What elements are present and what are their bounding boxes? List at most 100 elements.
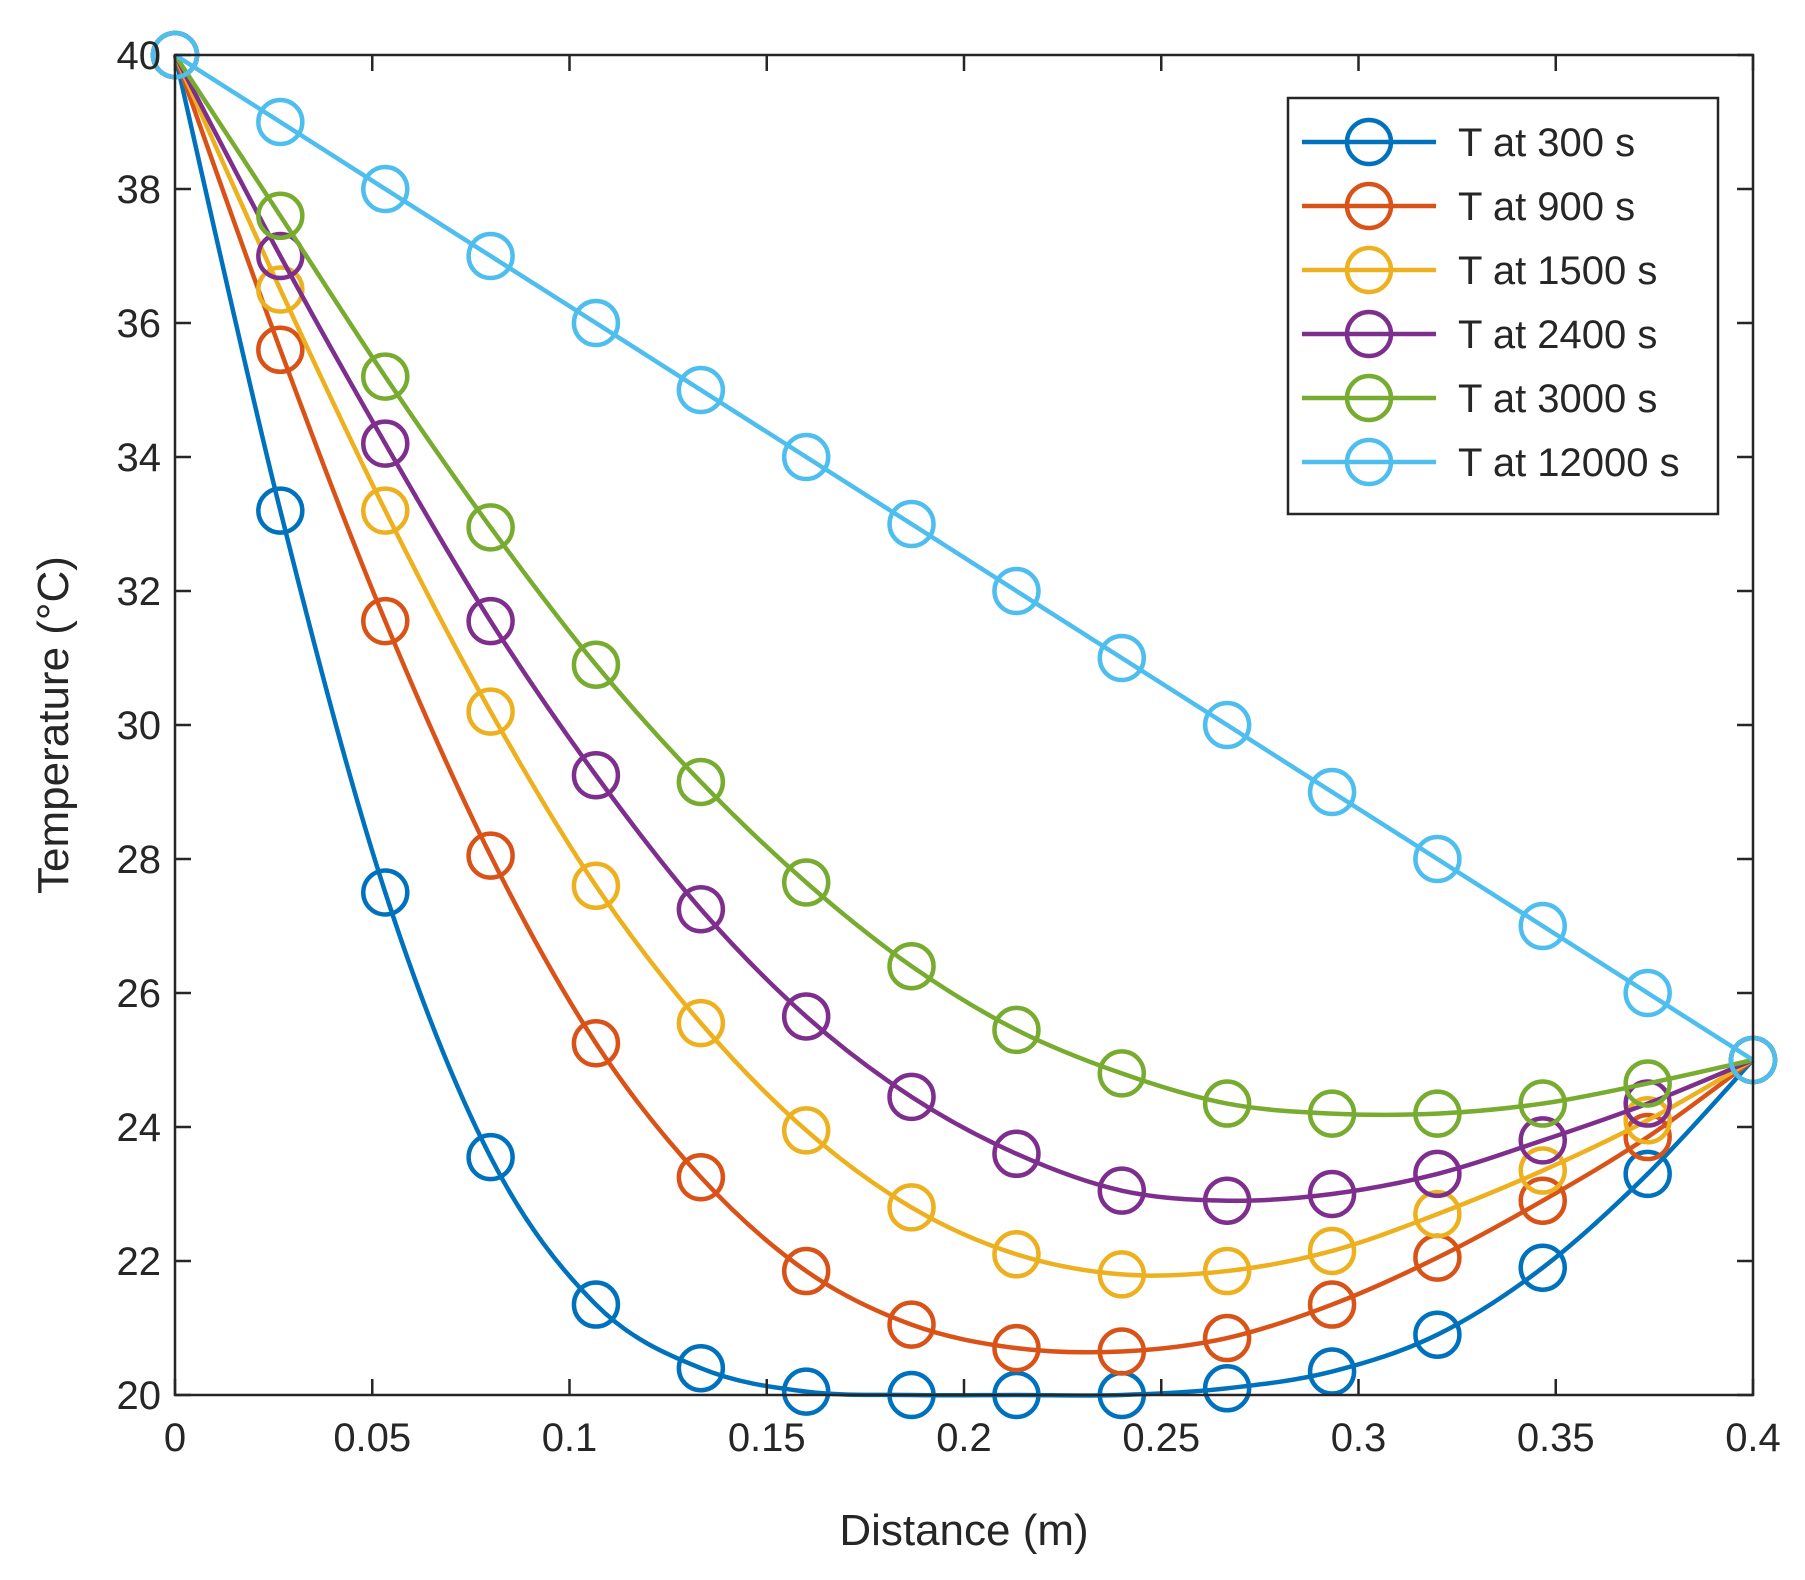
- legend-item: T at 3000 s: [1302, 373, 1657, 423]
- x-tick-label: 0.25: [1122, 1416, 1200, 1460]
- data-point: [1202, 1246, 1252, 1296]
- data-point: [361, 352, 410, 401]
- data-point: [1097, 633, 1147, 683]
- data-point: [992, 1005, 1041, 1055]
- series-3: [150, 30, 1778, 1299]
- data-point: [1413, 834, 1462, 884]
- y-tick-label: 36: [117, 302, 162, 346]
- data-point: [571, 751, 621, 800]
- data-point: [571, 1019, 621, 1068]
- legend-label: T at 12000 s: [1458, 441, 1680, 485]
- legend-label: T at 300 s: [1458, 121, 1635, 165]
- data-point: [992, 1129, 1041, 1179]
- data-point: [1518, 901, 1567, 951]
- x-tick-label: 0.1: [542, 1416, 598, 1460]
- data-point: [1097, 1327, 1147, 1376]
- x-tick-label: 0.05: [333, 1416, 411, 1460]
- data-point: [1307, 767, 1357, 817]
- y-tick-label: 34: [117, 436, 162, 480]
- legend-swatch-marker: [1344, 437, 1394, 487]
- data-point: [571, 1280, 621, 1329]
- y-tick-label: 20: [117, 1374, 162, 1418]
- data-point: [676, 885, 726, 934]
- data-point: [361, 164, 410, 214]
- series-6: [150, 30, 1778, 1085]
- data-point: [466, 687, 515, 736]
- data-point: [676, 1343, 726, 1393]
- x-tick-label: 0: [164, 1416, 186, 1460]
- data-point: [1518, 1116, 1567, 1165]
- data-point: [466, 831, 515, 880]
- data-point: [256, 97, 305, 147]
- legend-label: T at 900 s: [1458, 185, 1635, 229]
- data-point: [256, 191, 305, 241]
- data-point: [1518, 1079, 1567, 1128]
- ticks-layer: 0 0.05 0.1 0.15 0.2 0.25 0.3 0.35 0.4 20 22 24 26 28 3…: [117, 34, 1781, 1460]
- data-point: [571, 298, 621, 348]
- y-tick-label: 32: [117, 570, 162, 614]
- legend-item: T at 1500 s: [1302, 245, 1657, 295]
- data-point: [1623, 1059, 1672, 1108]
- legend-swatch-marker: [1344, 117, 1394, 167]
- data-point: [781, 432, 831, 482]
- y-tick-label: 24: [117, 1106, 162, 1150]
- data-point: [887, 1183, 936, 1232]
- data-point: [676, 365, 726, 415]
- data-point: [887, 499, 936, 549]
- data-point: [256, 231, 305, 281]
- x-tick-label: 0.35: [1517, 1416, 1595, 1460]
- series-line: [173, 53, 1755, 1062]
- legend-label: T at 2400 s: [1458, 313, 1657, 357]
- data-point: [571, 640, 621, 689]
- data-point: [361, 596, 410, 646]
- data-point: [1097, 1250, 1147, 1299]
- legend: T at 300 s T at 900 s T at 1500 s T at 2400…: [1286, 96, 1720, 516]
- data-point: [1202, 700, 1252, 750]
- legend-swatch-marker: [1344, 181, 1394, 231]
- data-point: [781, 992, 831, 1041]
- x-axis-label: Distance (m): [839, 1506, 1088, 1555]
- data-point: [1307, 1089, 1357, 1138]
- data-point: [361, 868, 410, 917]
- data-point: [992, 1323, 1041, 1373]
- legend-item: T at 300 s: [1302, 117, 1635, 167]
- data-point: [1307, 1226, 1357, 1276]
- data-point: [466, 231, 515, 281]
- data-point: [1518, 1146, 1567, 1195]
- data-point: [1623, 1149, 1672, 1199]
- data-point: [466, 1132, 515, 1182]
- data-point: [676, 1153, 726, 1202]
- data-point: [781, 1246, 831, 1296]
- data-point: [887, 1300, 936, 1349]
- series-layer: [150, 30, 1778, 1420]
- y-tick-label: 38: [117, 168, 162, 212]
- data-point: [1623, 968, 1672, 1018]
- data-point: [1307, 1280, 1357, 1329]
- data-point: [466, 596, 515, 646]
- data-point: [1413, 1089, 1462, 1138]
- data-point: [1518, 1243, 1567, 1292]
- data-point: [1202, 1176, 1252, 1225]
- data-point: [1623, 1112, 1672, 1162]
- data-point: [1413, 1310, 1462, 1359]
- data-point: [256, 486, 305, 535]
- data-point: [571, 861, 621, 911]
- data-point: [676, 757, 726, 807]
- data-point: [781, 858, 831, 907]
- x-tick-label: 0.4: [1725, 1416, 1781, 1460]
- data-point: [1202, 1079, 1252, 1128]
- data-point: [466, 503, 515, 552]
- legend-swatch-marker: [1344, 373, 1394, 423]
- data-point: [256, 325, 305, 375]
- y-tick-label: 26: [117, 972, 162, 1016]
- y-tick-label: 40: [117, 34, 162, 78]
- data-point: [992, 1230, 1041, 1279]
- data-point: [887, 941, 936, 991]
- x-tick-label: 0.15: [728, 1416, 806, 1460]
- data-point: [1097, 1166, 1147, 1215]
- data-point: [1307, 1169, 1357, 1219]
- data-point: [1413, 1189, 1462, 1239]
- legend-item: T at 900 s: [1302, 181, 1635, 231]
- legend-box: [1286, 96, 1720, 516]
